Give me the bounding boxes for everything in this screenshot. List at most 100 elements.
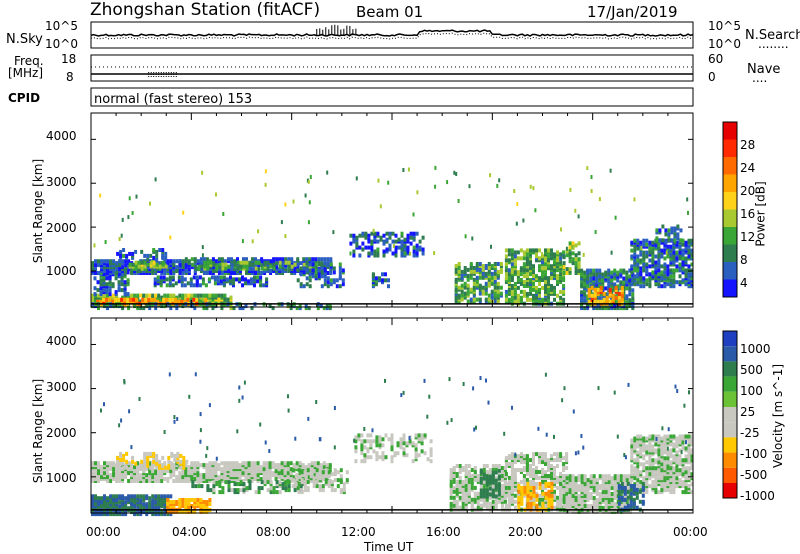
power-panel-cell xyxy=(535,252,538,257)
power-panel-cell xyxy=(608,287,612,292)
power-panel-cell xyxy=(241,306,245,311)
power-panel-cell xyxy=(586,274,590,279)
velocity-panel-cell xyxy=(272,486,276,491)
velocity-panel-cell xyxy=(402,451,406,456)
velocity-panel-cell xyxy=(229,461,233,466)
power-panel-cell xyxy=(160,299,164,304)
velocity-panel-cell xyxy=(241,461,245,466)
velocity-panel-cell xyxy=(121,512,125,517)
power-panel-cell xyxy=(601,272,605,277)
power-panel-cell xyxy=(287,264,291,269)
velocity-panel-cell xyxy=(547,464,550,468)
velocity-panel-cell xyxy=(224,480,228,485)
velocity-panel-cell xyxy=(494,478,498,483)
power-panel-cell xyxy=(630,282,634,287)
velocity-panel-cell xyxy=(485,464,489,468)
power-panel-cell xyxy=(460,273,464,278)
velocity-panel-cell xyxy=(163,494,167,499)
velocity-panel-cell xyxy=(503,499,507,504)
power-panel-cell xyxy=(550,276,553,281)
power-panel-cell xyxy=(128,262,132,267)
power-panel-cell xyxy=(669,278,673,283)
velocity-panel-cell xyxy=(497,472,501,476)
power-panel-cell xyxy=(189,281,193,286)
power-panel-cell xyxy=(532,282,535,286)
velocity-panel-cell xyxy=(182,461,186,466)
power-panel-cell xyxy=(519,289,523,294)
power-panel-cell xyxy=(308,272,312,277)
power-panel-cell xyxy=(516,256,520,261)
power-panel-cell xyxy=(320,284,324,289)
velocity-panel-cell xyxy=(226,467,230,472)
velocity-panel-cell xyxy=(464,477,468,482)
power-panel-cell xyxy=(602,291,606,296)
velocity-panel-cell xyxy=(494,470,498,475)
velocity-panel-cell xyxy=(535,497,539,502)
velocity-panel-cell xyxy=(330,472,334,477)
velocity-panel-cell xyxy=(500,466,504,470)
power-panel-cell xyxy=(126,278,130,283)
velocity-panel-cell xyxy=(205,500,209,504)
velocity-panel-cell xyxy=(218,480,222,485)
velocity-panel-cell xyxy=(271,471,275,476)
velocity-panel-cell xyxy=(550,481,554,486)
power-panel-cell xyxy=(613,268,617,273)
power-panel-cell xyxy=(376,251,380,256)
power-panel-cell xyxy=(519,295,523,300)
velocity-panel-cell xyxy=(565,474,569,478)
power-panel-cell xyxy=(220,257,224,262)
power-panel-cell xyxy=(184,263,188,268)
power-panel-cell xyxy=(525,297,529,302)
power-panel-cell xyxy=(212,262,216,267)
power-panel-cell xyxy=(391,251,395,256)
power-panel-cell xyxy=(475,262,479,266)
power-panel-cell xyxy=(648,282,652,287)
power-panel-cell xyxy=(146,262,150,267)
velocity-panel-cell xyxy=(238,475,242,480)
power-panel-cell xyxy=(197,264,201,269)
power-panel-cell xyxy=(169,259,173,264)
power-panel-cell xyxy=(135,297,139,302)
power-panel-cell xyxy=(525,282,529,286)
power-panel-cell xyxy=(376,247,380,252)
power-panel-cell xyxy=(186,281,190,286)
power-panel-cell xyxy=(162,297,166,302)
velocity-panel-cell xyxy=(580,480,584,485)
power-panel-cell xyxy=(260,263,264,268)
power-panel-cell xyxy=(684,272,688,277)
power-panel-cell xyxy=(663,262,667,267)
velocity-panel-cell xyxy=(360,433,364,438)
velocity-panel-cell xyxy=(535,503,539,508)
velocity-panel-cell xyxy=(253,461,257,466)
velocity-panel-cell xyxy=(227,480,231,485)
power-panel-cell xyxy=(642,238,646,243)
power-panel-cell xyxy=(352,253,356,258)
power-panel-cell xyxy=(268,304,272,309)
velocity-panel-cell xyxy=(507,479,511,484)
velocity-panel-cell xyxy=(190,498,194,502)
velocity-panel-cell xyxy=(529,495,533,500)
power-panel-cell xyxy=(97,293,100,298)
velocity-panel-cell xyxy=(455,505,459,510)
power-panel-cell xyxy=(123,280,127,285)
velocity-panel-cell xyxy=(297,490,301,495)
power-panel-cell xyxy=(213,275,217,280)
velocity-panel-cell xyxy=(161,463,165,468)
power-panel-scatter-cell xyxy=(355,176,358,181)
velocity-panel-cell xyxy=(461,466,465,470)
power-panel-cell xyxy=(504,254,508,259)
power-panel-cell xyxy=(507,278,511,282)
power-panel-scatter-cell xyxy=(455,172,458,176)
velocity-panel-cell xyxy=(163,461,167,466)
power-panel-cell xyxy=(219,279,223,284)
velocity-panel-cell xyxy=(315,484,319,489)
power-panel-cell xyxy=(525,268,529,273)
power-panel-cell xyxy=(97,259,100,264)
power-panel-cell xyxy=(233,262,237,267)
power-panel-scatter-cell xyxy=(251,239,254,244)
power-panel-cell xyxy=(137,260,141,265)
power-panel-cell xyxy=(651,270,655,275)
power-panel-cell xyxy=(586,288,590,293)
power-panel-cell xyxy=(553,260,556,265)
velocity-panel-cell xyxy=(184,479,188,483)
